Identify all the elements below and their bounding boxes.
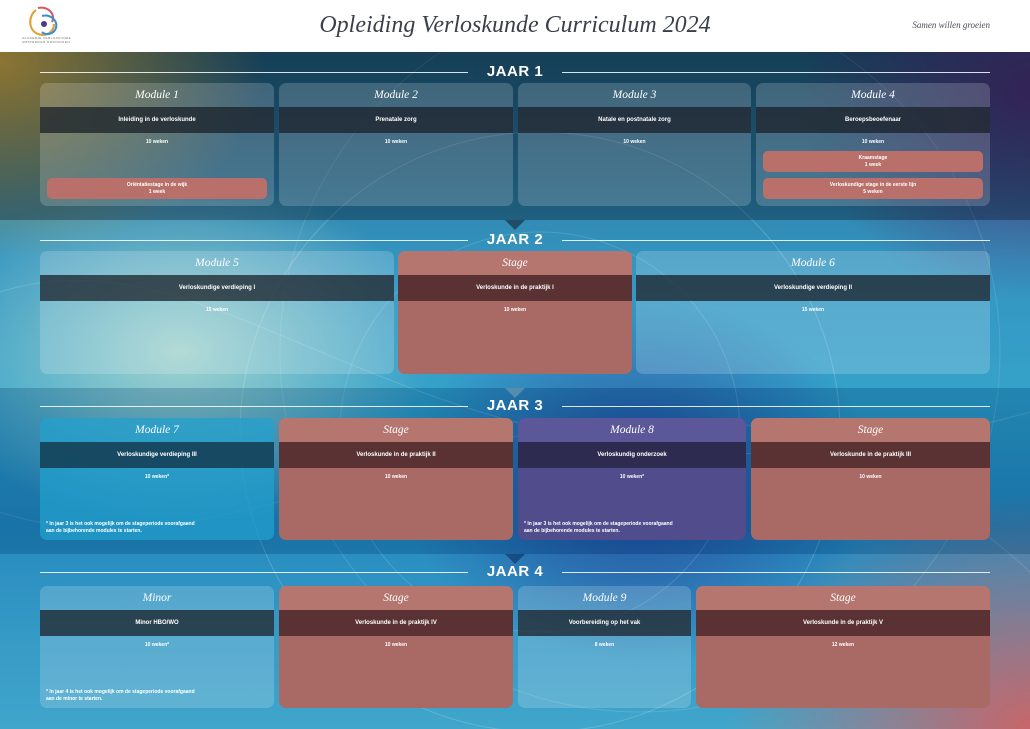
card-title: Stage xyxy=(696,586,990,610)
module-card[interactable]: Module 9 Voorbereiding op het vak 8 weke… xyxy=(518,586,691,708)
card-duration: 10 weken xyxy=(384,139,408,145)
card-subtitle: Verloskundig onderzoek xyxy=(518,442,746,468)
internship-pill: Verloskundige stage in de eerste lijn 5 … xyxy=(763,178,983,199)
card-duration: 12 weken xyxy=(831,642,855,648)
module-card[interactable]: Module 4 Beroepsbeoefenaar 10 weken Kraa… xyxy=(756,83,990,206)
card-title: Module 2 xyxy=(374,89,418,101)
module-card[interactable]: Module 7 Verloskundige verdieping III 10… xyxy=(40,418,274,540)
card-subtitle: Verloskunde in de praktijk V xyxy=(696,610,990,636)
module-card[interactable]: Module 3 Natale en postnatale zorg 10 we… xyxy=(518,83,751,206)
card-subtitle: Verloskundige verdieping II xyxy=(636,275,990,301)
card-title: Module 4 xyxy=(851,89,895,101)
card-duration: 10 weken xyxy=(503,307,527,313)
year-heading: JAAR 4 xyxy=(40,564,990,580)
academie-logo-icon xyxy=(29,6,58,36)
card-footnote: * In jaar 3 is het ook mogelijk om de st… xyxy=(46,521,195,534)
module-card[interactable]: Module 6 Verloskundige verdieping II 15 … xyxy=(636,251,990,374)
year-heading: JAAR 1 xyxy=(40,64,990,80)
card-subtitle: Verloskundige verdieping I xyxy=(40,275,394,301)
card-title: Minor xyxy=(142,592,172,604)
card-subtitle: Natale en postnatale zorg xyxy=(518,107,751,133)
internship-pill: Oriëntatiestage in de wijk 1 week xyxy=(47,178,267,199)
year-title: JAAR 4 xyxy=(486,563,544,580)
module-card[interactable]: Minor Minor HBO/WO 10 weken* * In jaar 4… xyxy=(40,586,274,708)
card-subtitle: Beroepsbeoefenaar xyxy=(756,107,990,133)
card-title: Module 7 xyxy=(135,424,179,436)
card-title: Stage xyxy=(751,418,990,442)
card-duration: 10 weken xyxy=(859,474,882,480)
band-notch-1 xyxy=(505,220,525,230)
card-duration: 15 weken xyxy=(801,307,825,313)
card-title: Module 1 xyxy=(135,89,179,101)
card-title: Module 8 xyxy=(518,418,746,442)
tagline: Samen willen groeien xyxy=(912,20,990,30)
stage-card[interactable]: Stage Verloskunde in de praktijk II 10 w… xyxy=(279,418,513,540)
card-duration: 8 weken xyxy=(594,642,615,648)
card-title: Stage xyxy=(279,586,513,610)
card-title: Module 3 xyxy=(612,89,657,101)
divider xyxy=(562,406,990,407)
card-duration: 10 weken xyxy=(861,139,885,145)
logo-text: academie verloskunde amsterdam groningen xyxy=(22,36,72,44)
card-footnote: * In jaar 3 is het ook mogelijk om de st… xyxy=(524,521,673,534)
stage-card[interactable]: Stage Verloskunde in de praktijk III 10 … xyxy=(751,418,990,540)
card-duration: 10 weken* xyxy=(619,474,645,480)
card-duration: 15 weken xyxy=(205,307,229,313)
card-title: Module 9 xyxy=(582,592,627,604)
card-subtitle: Verloskunde in de praktijk II xyxy=(279,442,513,468)
card-subtitle: Prenatale zorg xyxy=(279,107,513,133)
module-card[interactable]: Module 8 Verloskundig onderzoek 10 weken… xyxy=(518,418,746,540)
card-title: Stage xyxy=(279,418,513,442)
card-footnote: * In jaar 4 is het ook mogelijk om de st… xyxy=(46,689,195,702)
module-card[interactable]: Module 1 Inleiding in de verloskunde 10 … xyxy=(40,83,274,206)
divider xyxy=(40,240,468,241)
card-duration: 10 weken xyxy=(384,642,408,648)
divider xyxy=(562,240,990,241)
divider xyxy=(562,72,990,73)
curriculum-poster: JAAR 1 Module 1 Inleiding in de verlosku… xyxy=(0,52,1030,729)
internship-pill: Kraamstage 1 week xyxy=(763,151,983,172)
year-title: JAAR 2 xyxy=(486,231,544,248)
page-header: academie verloskunde amsterdam groningen… xyxy=(0,0,1030,52)
card-subtitle: Verloskundige verdieping III xyxy=(40,442,274,468)
card-subtitle: Verloskunde in de praktijk I xyxy=(398,275,632,301)
divider xyxy=(562,572,990,573)
stage-card[interactable]: Stage Verloskunde in de praktijk V 12 we… xyxy=(696,586,990,708)
divider xyxy=(40,406,468,407)
card-duration: 10 weken xyxy=(623,139,646,145)
card-duration: 10 weken* xyxy=(144,474,170,480)
year-title: JAAR 1 xyxy=(486,63,544,80)
module-card[interactable]: Module 2 Prenatale zorg 10 weken xyxy=(279,83,513,206)
card-subtitle: Verloskunde in de praktijk IV xyxy=(279,610,513,636)
year-heading: JAAR 2 xyxy=(40,232,990,248)
band-notch-2 xyxy=(505,388,525,398)
card-subtitle: Minor HBO/WO xyxy=(40,610,274,636)
divider xyxy=(40,572,468,573)
card-duration: 10 weken xyxy=(145,139,169,145)
card-duration: 10 weken xyxy=(384,474,408,480)
card-subtitle: Inleiding in de verloskunde xyxy=(40,107,274,133)
year-heading: JAAR 3 xyxy=(40,398,990,414)
card-title: Stage xyxy=(398,251,632,275)
band-notch-3 xyxy=(505,554,525,564)
card-subtitle: Verloskunde in de praktijk III xyxy=(751,442,990,468)
card-duration: 10 weken* xyxy=(144,642,170,648)
year-title: JAAR 3 xyxy=(486,397,544,414)
card-subtitle: Voorbereiding op het vak xyxy=(518,610,691,636)
page-title: Opleiding Verloskunde Curriculum 2024 xyxy=(319,12,711,38)
divider xyxy=(40,72,468,73)
stage-card[interactable]: Stage Verloskunde in de praktijk I 10 we… xyxy=(398,251,632,374)
card-title: Module 6 xyxy=(791,257,835,269)
card-title: Module 5 xyxy=(195,257,239,269)
stage-card[interactable]: Stage Verloskunde in de praktijk IV 10 w… xyxy=(279,586,513,708)
module-card[interactable]: Module 5 Verloskundige verdieping I 15 w… xyxy=(40,251,394,374)
